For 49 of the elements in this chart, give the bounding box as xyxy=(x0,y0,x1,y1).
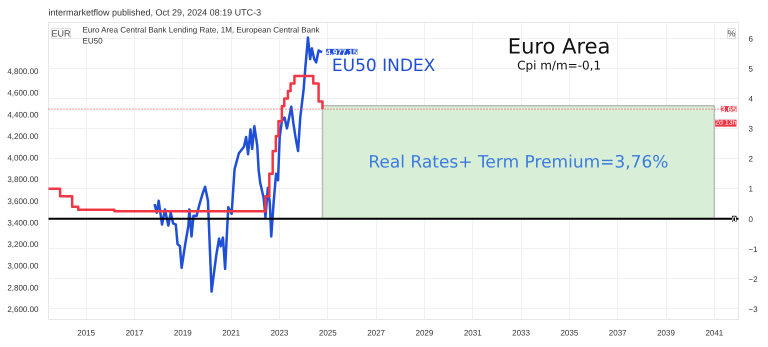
x-tick-label: 2015 xyxy=(77,328,96,338)
x-tick-label: 2021 xyxy=(222,328,241,338)
line-series xyxy=(153,36,324,293)
y2-tick-label: 4 xyxy=(748,94,754,104)
x-tick-label: 2023 xyxy=(270,328,289,338)
text: EU50 xyxy=(82,36,104,46)
x-tick-label: 2039 xyxy=(657,328,676,338)
y-tick-label: 3,800.00 xyxy=(7,175,40,184)
ref-line-label: 0 xyxy=(732,214,738,224)
y2-tick-label: 5 xyxy=(748,64,754,74)
x-tick-label: 2033 xyxy=(512,328,531,338)
y-tick-label: 4,800.00 xyxy=(7,67,40,76)
legend-label: EU50 INDEX xyxy=(332,56,436,76)
y-tick-label: 4,200.00 xyxy=(7,132,40,141)
annotation: Cpi m/m=-0,1 xyxy=(517,58,602,72)
y2-tick-label: 0 xyxy=(748,214,754,224)
y-axis-title: EUR xyxy=(52,28,71,38)
y2-tick-label: 2 xyxy=(748,154,754,164)
y-tick-label: 3,400.00 xyxy=(7,218,40,228)
annotation: Euro Area xyxy=(508,34,610,58)
y-tick-label: 3,600.00 xyxy=(7,196,40,206)
x-tick-label: 2035 xyxy=(560,328,579,338)
x-tick-label: 2037 xyxy=(608,328,628,338)
y-tick-label: 2,600.00 xyxy=(7,304,40,314)
y2-tick-label: −3 xyxy=(748,304,758,314)
x-tick-label: 2029 xyxy=(416,328,434,338)
x-tick-label: 2031 xyxy=(464,328,482,338)
text: intermarketflow published, Oct 29, 2024 08:19 UTC-3 xyxy=(48,8,262,18)
y-tick-label: 4,400.00 xyxy=(7,110,40,120)
x-tick-label: 2027 xyxy=(367,328,386,338)
band-label: Real Rates+ Term Premium=3,76% xyxy=(368,152,668,172)
x-tick-label: 2025 xyxy=(318,328,338,338)
y-tick-label: 4,000.00 xyxy=(7,154,40,163)
y2-axis-title: % xyxy=(728,28,736,38)
y-tick-label: 2,800.00 xyxy=(7,283,40,292)
x-tick-label: 2017 xyxy=(126,328,144,338)
x-tick-label: 2019 xyxy=(174,328,192,338)
y2-tick-label: 1 xyxy=(748,184,754,194)
ref-line-label: 3.65 xyxy=(720,105,738,114)
annotation: 4,977.15 xyxy=(326,48,358,57)
y2-tick-label: 3 xyxy=(748,124,754,134)
chart-title: Euro Area Central Bank Lending Rate, 1M, European Central Bank xyxy=(82,26,321,34)
y2-tick-label: 6 xyxy=(748,34,754,44)
x-tick-label: 2041 xyxy=(705,328,724,338)
y2-tick-label: −2 xyxy=(748,274,758,284)
y-tick-label: 3,200.00 xyxy=(7,240,40,250)
y2-tick-label: −1 xyxy=(748,244,758,254)
y-tick-label: 3,000.00 xyxy=(7,262,40,271)
y-tick-label: 4,600.00 xyxy=(7,88,40,98)
